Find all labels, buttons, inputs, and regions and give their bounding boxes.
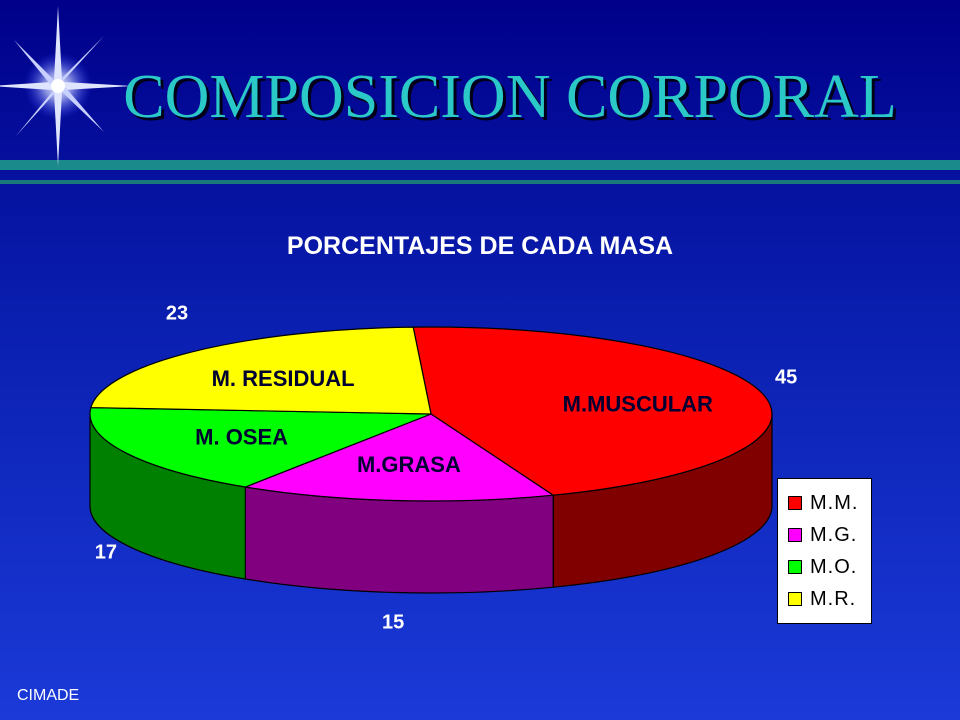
pie-slice bbox=[412, 326, 773, 496]
legend-swatch bbox=[788, 496, 802, 510]
value-label: 17 bbox=[95, 542, 117, 564]
chart-title: PORCENTAJES DE CADA MASA bbox=[0, 232, 960, 261]
legend-item: M.O. bbox=[788, 551, 871, 583]
pie-slice-side bbox=[244, 486, 554, 594]
legend-label: M.O. bbox=[810, 555, 858, 578]
legend-label: M.R. bbox=[810, 587, 857, 610]
legend-label: M.G. bbox=[810, 523, 858, 546]
legend-item: M.R. bbox=[788, 583, 871, 615]
chart-title-text: PORCENTAJES DE CADA MASA bbox=[286, 232, 674, 260]
pie-slice bbox=[243, 413, 555, 502]
value-label: 23 bbox=[166, 302, 188, 324]
pie-slice bbox=[89, 406, 432, 488]
legend-swatch bbox=[788, 560, 802, 574]
value-label: 45 bbox=[775, 367, 797, 389]
legend-label: M.M. bbox=[810, 491, 859, 514]
footer-label: CIMADE bbox=[17, 687, 80, 704]
slide-title: COMPOSICION CORPORAL bbox=[123, 63, 897, 131]
starburst-icon bbox=[0, 6, 132, 166]
legend-item: M.G. bbox=[788, 519, 871, 551]
legend-item: M.M. bbox=[788, 487, 871, 519]
legend-swatch bbox=[788, 528, 802, 542]
accent-line-top bbox=[0, 160, 960, 170]
slice-label: M. OSEA bbox=[195, 424, 288, 449]
title-decoration bbox=[0, 6, 960, 184]
slice-label: M. RESIDUAL bbox=[212, 366, 355, 391]
slice-label: M.GRASA bbox=[357, 452, 461, 477]
chart-legend: M.M. M.G. M.O. M.R. bbox=[777, 478, 872, 624]
pie-slice bbox=[90, 326, 432, 415]
value-label: 15 bbox=[382, 611, 404, 633]
slice-label: M.MUSCULAR bbox=[563, 392, 713, 417]
accent-line-bottom bbox=[0, 180, 960, 184]
legend-swatch bbox=[788, 592, 802, 606]
